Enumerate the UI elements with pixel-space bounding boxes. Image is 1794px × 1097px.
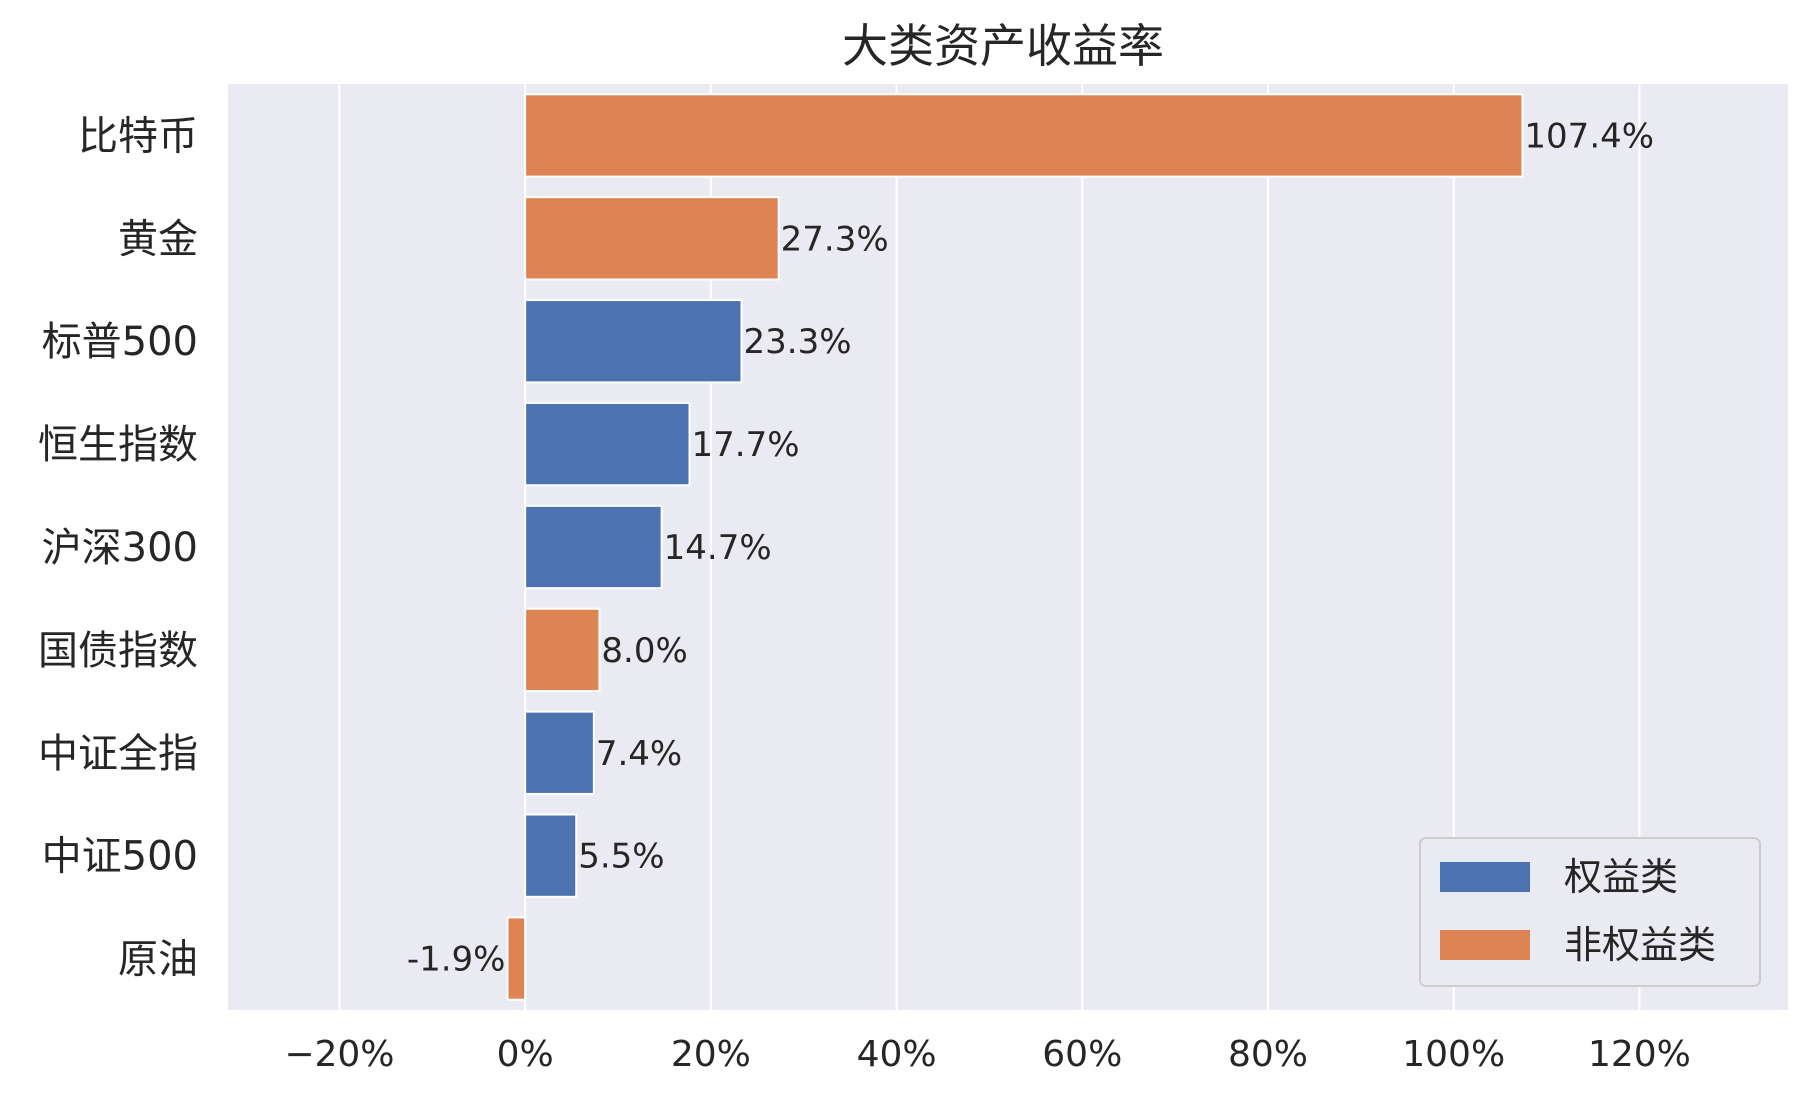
data-labels: 107.4% 27.3% 23.3% 17.7% 14.7% 8.0% 7.4% 5.5% -1… (407, 116, 1654, 979)
bar-value-label: -1.9% (407, 940, 506, 980)
legend-swatch-non-equity (1440, 930, 1530, 960)
legend-swatch-equity (1440, 862, 1530, 892)
x-axis-tick-labels: −20% 0% 20% 40% 60% 80% 100% 120% (284, 1034, 1691, 1075)
y-tick-label: 比特币 (78, 113, 198, 159)
x-tick-label: 80% (1228, 1034, 1308, 1075)
bar-value-label: 27.3% (781, 219, 889, 259)
bar-value-label: 17.7% (692, 425, 800, 465)
x-tick-label: −20% (284, 1034, 394, 1075)
bar-value-label: 14.7% (664, 528, 772, 568)
y-tick-label: 黄金 (118, 216, 198, 262)
bar (524, 607, 601, 693)
bar-value-label: 23.3% (744, 322, 852, 362)
bar (524, 710, 595, 795)
x-tick-label: 100% (1402, 1034, 1505, 1075)
x-tick-label: 0% (497, 1034, 554, 1075)
bars (506, 93, 1524, 1001)
chart-title: 大类资产收益率 (842, 19, 1164, 73)
bar (524, 504, 663, 590)
y-tick-label: 中证全指 (38, 731, 198, 777)
bar-value-label: 7.4% (596, 734, 682, 774)
bar (506, 916, 527, 1001)
legend-label-non-equity: 非权益类 (1564, 923, 1716, 967)
y-tick-label: 国债指数 (38, 628, 198, 674)
bar (524, 299, 743, 384)
y-tick-label: 中证500 (42, 834, 198, 880)
bar-value-label: 5.5% (578, 837, 664, 877)
bar-value-label: 107.4% (1524, 116, 1654, 156)
bar (524, 813, 578, 898)
bar (524, 93, 1524, 178)
legend-label-equity: 权益类 (1564, 855, 1678, 899)
bar-value-label: 8.0% (601, 631, 687, 671)
y-tick-label: 原油 (118, 937, 198, 983)
y-tick-label: 沪深300 (42, 525, 198, 571)
legend: 权益类 非权益类 (1419, 837, 1761, 987)
bar (524, 196, 780, 281)
x-tick-label: 60% (1042, 1034, 1122, 1075)
y-tick-label: 恒生指数 (38, 422, 198, 468)
x-tick-label: 20% (671, 1034, 751, 1075)
x-tick-label: 40% (857, 1034, 937, 1075)
y-tick-label: 标普500 (42, 319, 198, 365)
bar (524, 401, 691, 487)
x-tick-label: 120% (1588, 1034, 1691, 1075)
